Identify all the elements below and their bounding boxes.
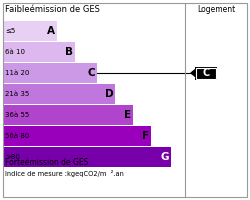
Polygon shape — [191, 69, 196, 77]
Bar — [3, 21, 57, 41]
Text: 6à 10: 6à 10 — [5, 49, 25, 55]
Text: Faibleémission de GES: Faibleémission de GES — [5, 5, 100, 14]
Bar — [3, 147, 171, 167]
Text: D: D — [104, 89, 113, 99]
Bar — [3, 126, 152, 146]
Text: G: G — [161, 152, 169, 162]
Text: F: F — [142, 131, 150, 141]
Text: >80: >80 — [5, 154, 20, 160]
Text: E: E — [124, 110, 131, 120]
Text: 21à 35: 21à 35 — [5, 91, 29, 97]
Text: Forteémission de GES: Forteémission de GES — [5, 158, 88, 167]
Text: A: A — [47, 26, 55, 36]
Bar — [3, 84, 115, 104]
Bar — [195, 66, 217, 79]
Text: B: B — [66, 47, 74, 57]
Text: C: C — [202, 68, 209, 78]
Text: Indice de mesure :kgeqCO2/m  ².an: Indice de mesure :kgeqCO2/m ².an — [5, 170, 124, 177]
Bar — [3, 105, 133, 125]
Text: Logement: Logement — [197, 5, 235, 14]
Text: C: C — [88, 68, 95, 78]
Text: 11à 20: 11à 20 — [5, 70, 29, 76]
Text: ≤5: ≤5 — [5, 28, 15, 34]
Text: 56à 80: 56à 80 — [5, 133, 29, 139]
Bar — [3, 42, 76, 62]
Bar — [3, 63, 97, 83]
Text: 36à 55: 36à 55 — [5, 112, 29, 118]
Bar — [196, 68, 216, 78]
